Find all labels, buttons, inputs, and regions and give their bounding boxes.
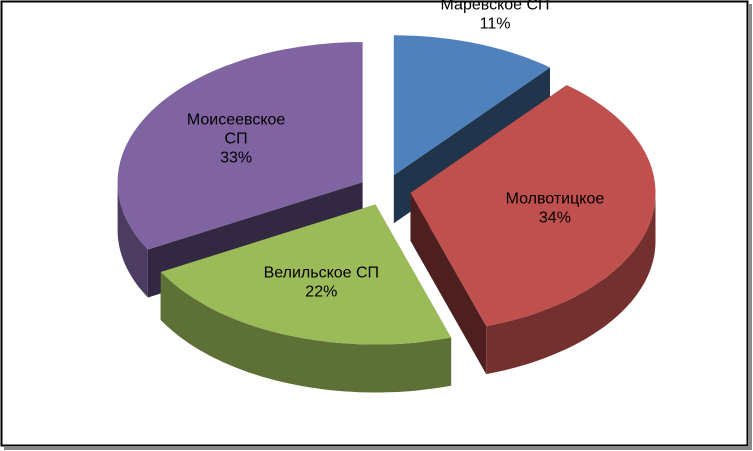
frame-shadow (748, 4, 752, 450)
value-label: 11% (480, 15, 511, 32)
slice (160, 204, 452, 345)
value-label: 34% (539, 209, 571, 226)
slice-side (160, 272, 452, 393)
slice (393, 35, 550, 176)
frame-shadow (4, 446, 752, 450)
value-label: 33% (220, 150, 252, 167)
category-label: Молвотицкое (506, 190, 605, 207)
value-label: 22% (305, 283, 337, 300)
category-label: Велильское СП (264, 264, 379, 281)
slice-side (410, 192, 487, 375)
slice-side (117, 182, 148, 298)
slice (117, 42, 363, 250)
category-label: Маревское СП (441, 0, 550, 13)
slice-side (486, 192, 656, 375)
slice (410, 85, 656, 327)
category-label: Моисеевское СП (187, 112, 286, 148)
